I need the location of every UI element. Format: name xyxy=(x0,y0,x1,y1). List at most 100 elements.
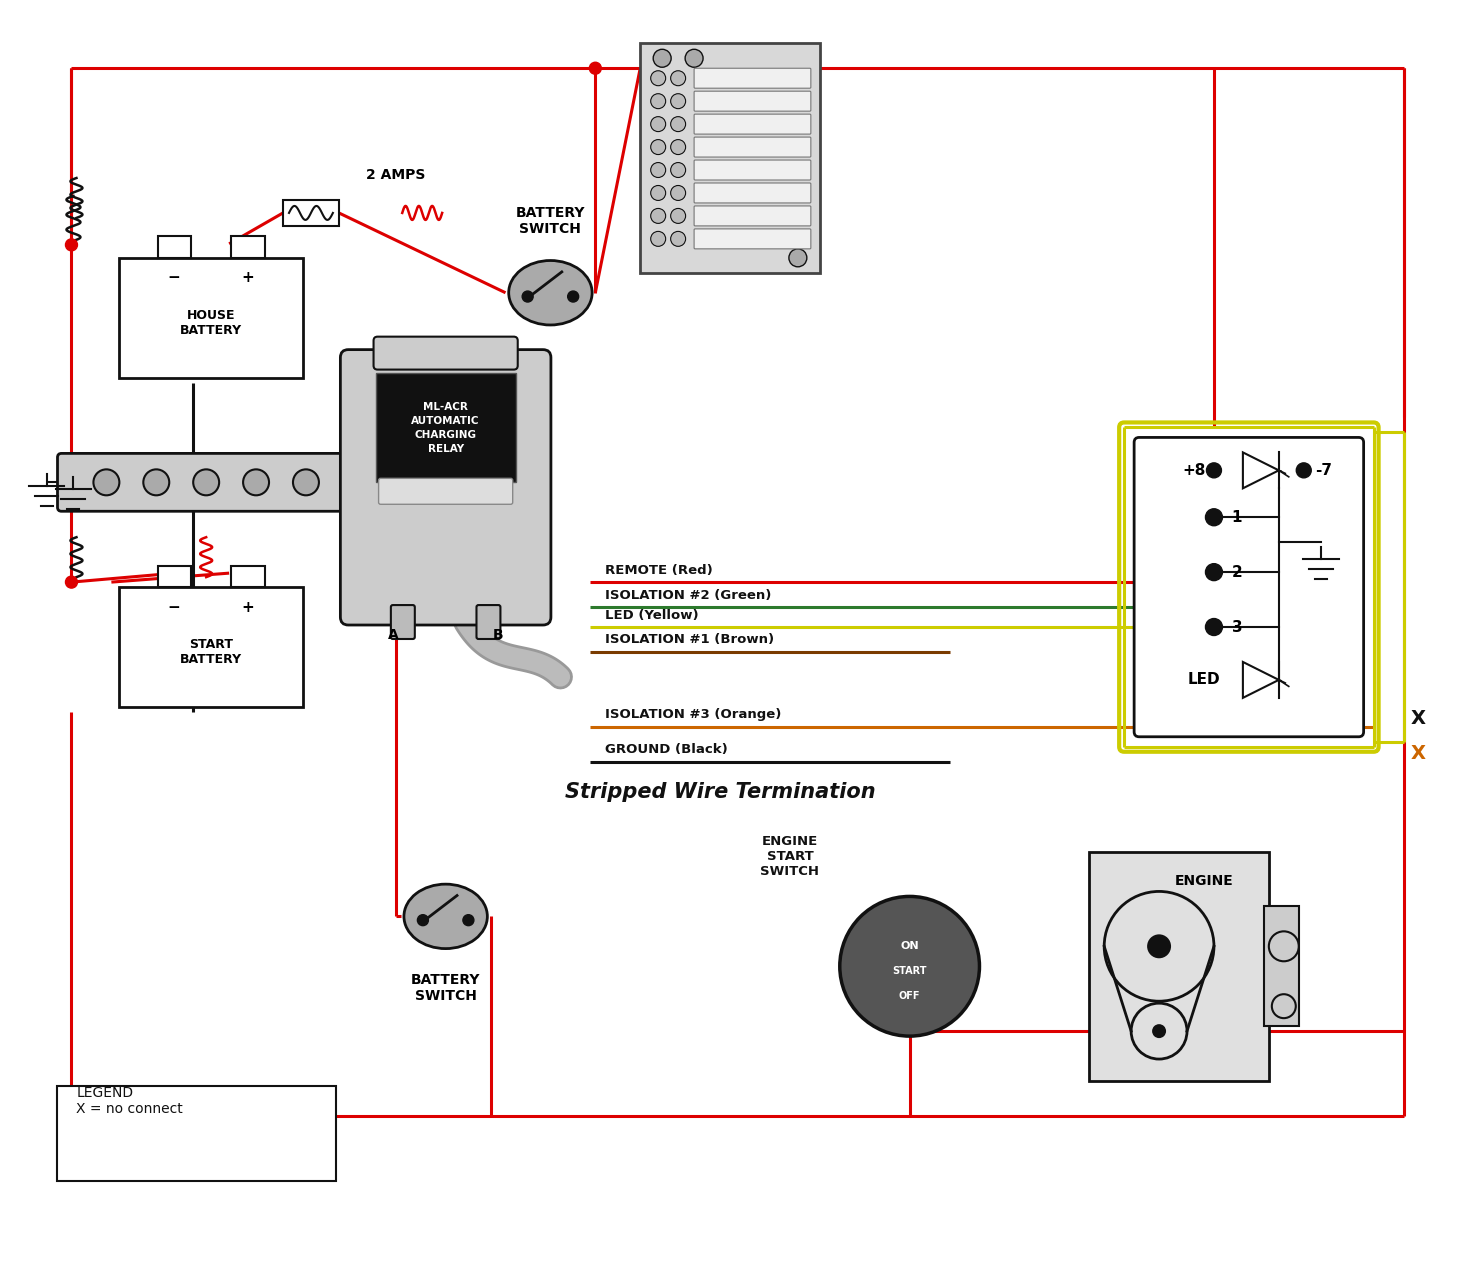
Circle shape xyxy=(651,71,666,86)
Text: A: A xyxy=(387,628,398,642)
FancyBboxPatch shape xyxy=(376,374,516,483)
FancyBboxPatch shape xyxy=(694,207,810,226)
Circle shape xyxy=(651,162,666,177)
Text: −: − xyxy=(169,270,180,285)
Text: X: X xyxy=(1411,744,1426,763)
Text: START: START xyxy=(892,967,927,977)
Circle shape xyxy=(243,469,269,495)
Text: ISOLATION #2 (Green): ISOLATION #2 (Green) xyxy=(605,589,772,602)
Text: 2: 2 xyxy=(1232,565,1242,579)
Circle shape xyxy=(670,71,686,86)
Circle shape xyxy=(293,469,319,495)
Circle shape xyxy=(670,94,686,109)
FancyBboxPatch shape xyxy=(118,257,303,378)
Circle shape xyxy=(651,94,666,109)
Circle shape xyxy=(463,915,473,926)
Text: X: X xyxy=(1411,710,1426,729)
Text: B: B xyxy=(493,628,503,642)
FancyBboxPatch shape xyxy=(640,43,819,272)
Text: Stripped Wire Termination: Stripped Wire Termination xyxy=(565,782,876,802)
Text: +: + xyxy=(241,599,254,614)
Circle shape xyxy=(589,62,602,75)
Text: LED: LED xyxy=(1188,673,1220,688)
Circle shape xyxy=(65,576,77,588)
FancyBboxPatch shape xyxy=(282,200,339,226)
Text: 2 AMPS: 2 AMPS xyxy=(365,169,424,182)
Circle shape xyxy=(1148,934,1171,958)
Circle shape xyxy=(417,915,429,926)
Text: ISOLATION #1 (Brown): ISOLATION #1 (Brown) xyxy=(605,634,775,646)
Text: ON: ON xyxy=(901,941,918,952)
Text: 3: 3 xyxy=(1232,620,1242,635)
FancyBboxPatch shape xyxy=(390,606,414,639)
FancyBboxPatch shape xyxy=(118,587,303,707)
Circle shape xyxy=(651,185,666,200)
Circle shape xyxy=(1152,1024,1165,1038)
Circle shape xyxy=(568,291,578,302)
Text: GROUND (Black): GROUND (Black) xyxy=(605,744,728,756)
Circle shape xyxy=(651,139,666,155)
FancyBboxPatch shape xyxy=(694,114,810,134)
Text: BATTERY
SWITCH: BATTERY SWITCH xyxy=(411,973,481,1003)
Text: 1: 1 xyxy=(1232,509,1242,525)
Circle shape xyxy=(1296,462,1312,478)
Circle shape xyxy=(651,117,666,132)
FancyBboxPatch shape xyxy=(1134,437,1364,737)
FancyBboxPatch shape xyxy=(374,337,518,370)
FancyBboxPatch shape xyxy=(232,565,265,587)
Text: ML-ACR
AUTOMATIC
CHARGING
RELAY: ML-ACR AUTOMATIC CHARGING RELAY xyxy=(411,402,479,454)
FancyBboxPatch shape xyxy=(232,236,265,257)
Circle shape xyxy=(65,239,77,251)
FancyBboxPatch shape xyxy=(694,68,810,89)
Circle shape xyxy=(651,232,666,246)
Circle shape xyxy=(670,117,686,132)
Circle shape xyxy=(522,291,532,302)
Circle shape xyxy=(670,185,686,200)
Text: LEGEND
X = no connect: LEGEND X = no connect xyxy=(77,1086,183,1116)
Text: −: − xyxy=(169,599,180,614)
Circle shape xyxy=(1205,564,1223,580)
FancyBboxPatch shape xyxy=(379,479,513,504)
Circle shape xyxy=(788,248,808,267)
Text: START
BATTERY: START BATTERY xyxy=(180,639,243,666)
FancyBboxPatch shape xyxy=(694,229,810,248)
Circle shape xyxy=(670,139,686,155)
FancyBboxPatch shape xyxy=(56,1086,336,1181)
Ellipse shape xyxy=(404,884,488,949)
Text: LED (Yellow): LED (Yellow) xyxy=(605,608,700,622)
Polygon shape xyxy=(1242,661,1279,698)
FancyBboxPatch shape xyxy=(340,350,550,625)
Circle shape xyxy=(670,162,686,177)
Circle shape xyxy=(93,469,120,495)
Text: HOUSE
BATTERY: HOUSE BATTERY xyxy=(180,309,243,337)
Circle shape xyxy=(1207,462,1222,478)
Circle shape xyxy=(1205,618,1223,636)
FancyBboxPatch shape xyxy=(158,565,191,587)
FancyBboxPatch shape xyxy=(694,91,810,111)
Text: ENGINE
START
SWITCH: ENGINE START SWITCH xyxy=(760,835,819,878)
Circle shape xyxy=(654,49,671,67)
Text: +8: +8 xyxy=(1182,462,1205,478)
Text: +: + xyxy=(241,270,254,285)
Circle shape xyxy=(685,49,703,67)
Text: BATTERY
SWITCH: BATTERY SWITCH xyxy=(516,205,586,236)
FancyBboxPatch shape xyxy=(1089,851,1269,1081)
FancyBboxPatch shape xyxy=(694,182,810,203)
FancyBboxPatch shape xyxy=(1265,906,1299,1026)
Ellipse shape xyxy=(509,261,592,324)
Text: ISOLATION #3 (Orange): ISOLATION #3 (Orange) xyxy=(605,708,782,721)
Circle shape xyxy=(840,897,979,1036)
FancyBboxPatch shape xyxy=(694,160,810,180)
Circle shape xyxy=(1205,509,1223,526)
Text: OFF: OFF xyxy=(899,991,920,1001)
Text: ENGINE: ENGINE xyxy=(1174,874,1233,888)
FancyBboxPatch shape xyxy=(476,606,500,639)
Circle shape xyxy=(143,469,169,495)
Circle shape xyxy=(670,209,686,223)
FancyBboxPatch shape xyxy=(694,137,810,157)
Text: REMOTE (Red): REMOTE (Red) xyxy=(605,564,713,576)
Circle shape xyxy=(194,469,219,495)
Text: -7: -7 xyxy=(1315,462,1333,478)
Circle shape xyxy=(651,209,666,223)
Polygon shape xyxy=(1242,452,1279,488)
